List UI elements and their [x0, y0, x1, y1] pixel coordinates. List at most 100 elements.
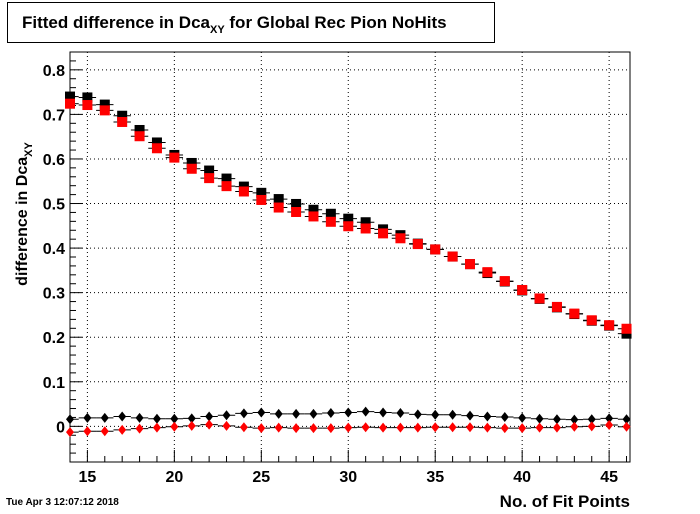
data-point-square — [291, 198, 302, 209]
x-tick-label: 15 — [78, 469, 96, 486]
data-point-square — [117, 110, 128, 121]
data-point-diamond — [448, 422, 457, 433]
data-point-diamond — [448, 409, 457, 420]
data-point-square — [99, 99, 110, 110]
data-point-square — [273, 194, 284, 205]
data-point-square — [482, 267, 493, 278]
data-point-square — [65, 91, 75, 102]
data-point-square — [604, 320, 615, 331]
data-point-square — [551, 301, 562, 312]
data-point-diamond — [83, 412, 92, 423]
data-point-diamond — [552, 414, 561, 425]
data-point-diamond — [66, 427, 74, 438]
data-point-diamond — [118, 411, 127, 422]
y-axis-label-main: difference in Dca — [14, 157, 31, 286]
data-point-square — [325, 216, 336, 227]
data-point-diamond — [100, 426, 109, 437]
data-point-diamond — [152, 422, 161, 433]
data-point-square — [360, 223, 371, 234]
data-point-square — [65, 98, 75, 109]
data-point-square — [395, 233, 406, 244]
data-point-diamond — [326, 423, 335, 434]
data-point-square — [273, 202, 284, 213]
data-point-diamond — [135, 423, 144, 434]
data-point-square — [378, 228, 389, 239]
data-point-square — [82, 92, 93, 103]
x-tick-label: 20 — [165, 469, 183, 486]
plot-frame — [69, 51, 631, 463]
data-point-square — [82, 100, 93, 111]
data-point-diamond — [361, 422, 370, 433]
data-point-diamond — [518, 423, 527, 434]
data-point-diamond — [326, 407, 335, 418]
data-point-diamond — [535, 422, 544, 433]
data-point-diamond — [605, 420, 614, 431]
data-point-square — [343, 221, 354, 232]
data-point-diamond — [379, 407, 388, 418]
data-point-diamond — [413, 422, 422, 433]
data-point-square — [499, 276, 510, 287]
data-point-square — [99, 105, 110, 116]
data-point-diamond — [413, 409, 422, 420]
data-point-square — [256, 187, 267, 198]
data-point-diamond — [205, 411, 214, 422]
data-point-square — [186, 157, 197, 168]
data-point-square — [621, 323, 632, 334]
data-point-diamond — [309, 423, 318, 434]
data-point-diamond — [622, 421, 631, 432]
y-tick-label: 0.6 — [43, 152, 65, 169]
data-point-diamond — [292, 408, 301, 419]
data-point-square — [238, 186, 249, 197]
data-point-square — [117, 116, 128, 127]
data-point-square — [465, 259, 475, 270]
data-point-diamond — [344, 407, 353, 418]
data-point-diamond — [205, 419, 214, 430]
x-tick-label: 45 — [600, 469, 618, 486]
data-point-square — [151, 137, 162, 148]
data-point-diamond — [344, 422, 353, 433]
data-point-diamond — [309, 408, 318, 419]
data-point-diamond — [622, 414, 631, 425]
data-point-square — [430, 244, 441, 255]
data-point-square — [447, 251, 458, 262]
data-point-square — [221, 181, 232, 192]
x-axis-label: No. of Fit Points — [499, 492, 630, 511]
chart-title-prefix: Fitted difference in Dca — [22, 13, 210, 32]
y-tick-label: 0.8 — [43, 63, 65, 80]
chart-title-subscript: XY — [209, 24, 225, 36]
data-point-diamond — [483, 411, 492, 422]
data-point-diamond — [587, 421, 596, 432]
data-point-diamond — [83, 426, 92, 437]
data-point-square — [221, 173, 232, 184]
data-point-diamond — [518, 412, 527, 423]
data-point-diamond — [605, 413, 614, 424]
data-point-square — [134, 131, 145, 142]
x-tick-label: 25 — [252, 469, 270, 486]
data-point-square — [256, 194, 267, 205]
data-point-square — [569, 308, 580, 319]
chart-title: Fitted difference in DcaXY for Global Re… — [22, 13, 447, 36]
data-point-square — [534, 293, 545, 304]
data-point-square — [517, 284, 528, 295]
chart-title-box: Fitted difference in DcaXY for Global Re… — [7, 2, 495, 43]
y-axis-label-subscript: XY — [23, 142, 35, 157]
data-point-diamond — [431, 409, 440, 420]
data-point-diamond — [570, 414, 579, 425]
data-point-diamond — [274, 408, 283, 419]
data-point-diamond — [257, 423, 266, 434]
data-point-diamond — [292, 423, 301, 434]
data-point-diamond — [257, 407, 266, 418]
data-point-square — [291, 206, 302, 217]
y-tick-label: 0.5 — [43, 197, 65, 214]
data-point-diamond — [570, 421, 579, 432]
data-point-diamond — [135, 412, 144, 423]
data-point-square — [586, 315, 597, 326]
data-point-diamond — [274, 422, 283, 433]
y-axis-label: difference in DcaXY — [14, 142, 35, 286]
data-point-diamond — [396, 407, 405, 418]
data-point-diamond — [239, 408, 248, 419]
data-point-diamond — [152, 413, 161, 424]
data-point-diamond — [466, 410, 474, 421]
data-point-diamond — [66, 414, 74, 425]
